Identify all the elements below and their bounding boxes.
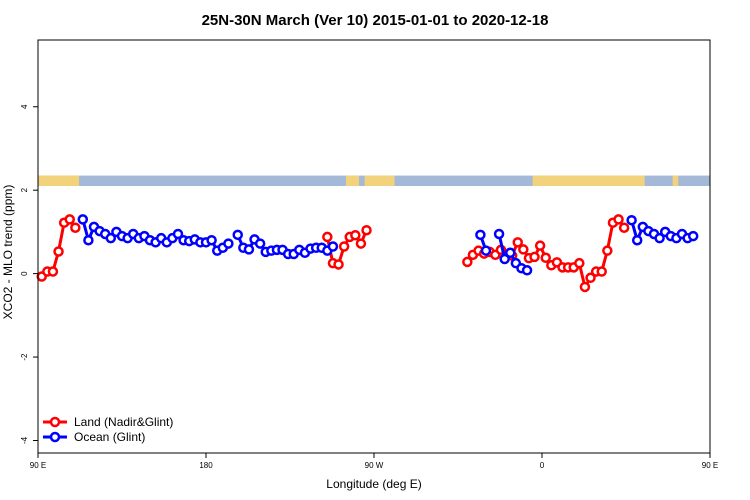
ocean-data-point (505, 247, 516, 259)
ocean-data-point (631, 234, 643, 246)
legend-ocean-label: Ocean (Glint) (74, 430, 145, 444)
legend-ocean-marker (49, 431, 61, 443)
ocean-data-point (480, 245, 492, 256)
chart-title: 25N-30N March (Ver 10) 2015-01-01 to 202… (202, 12, 549, 29)
ocean-data-point (83, 234, 94, 246)
land-strip-segment (672, 175, 679, 187)
x-tick-label: 90 E (30, 461, 46, 470)
land-strip-segment (38, 175, 80, 187)
ocean-data-point (77, 214, 89, 225)
land-data-point (585, 272, 596, 284)
legend: Land (Nadir&Glint) Ocean (Glint) (43, 415, 173, 444)
ocean-data-point (172, 228, 184, 240)
land-data-point (322, 231, 333, 243)
ocean-data-point (626, 214, 637, 226)
ocean-data-point (521, 265, 533, 276)
legend-land-marker (49, 416, 61, 428)
land-data-point (529, 251, 540, 263)
land-data-point (618, 222, 630, 233)
land-data-point (53, 246, 64, 257)
land-data-point (350, 229, 361, 241)
y-axis-label: XCO2 - MLO trend (ppm) (1, 185, 15, 320)
ocean-data-point (232, 229, 243, 241)
land-data-point (355, 238, 367, 249)
land-data-point (462, 256, 473, 268)
land-data-point (333, 259, 344, 270)
land-strip-segment (346, 175, 360, 187)
ocean-data-point (105, 232, 117, 244)
land-data-point (361, 224, 372, 236)
land-data-point (518, 244, 529, 255)
x-tick-label: 0 (540, 461, 545, 470)
x-tick-label: 90 W (365, 461, 384, 470)
ocean-data-point (206, 234, 217, 246)
ocean-data-point (475, 229, 486, 241)
land-data-point (47, 266, 59, 277)
ocean-data-point (223, 238, 234, 249)
x-axis-label: Longitude (deg E) (326, 477, 421, 491)
land-data-point (602, 245, 613, 256)
y-tick-label: -2 (20, 353, 29, 361)
ocean-data-point (254, 238, 266, 249)
y-axis: -4 -2 0 2 4 (20, 104, 38, 444)
x-axis: 90 E 180 90 W 0 90 E (30, 453, 718, 470)
y-tick-label: 4 (20, 104, 29, 109)
land-data-point (613, 214, 624, 225)
y-tick-label: 0 (20, 271, 29, 276)
ocean-data-point (327, 241, 339, 252)
y-tick-label: -4 (20, 436, 29, 444)
land-data-point (64, 214, 75, 225)
land-data-point (540, 252, 551, 264)
x-tick-label: 180 (199, 461, 213, 470)
land-data-point (596, 266, 607, 277)
land-strip-segment (364, 175, 395, 187)
ocean-data-point (493, 228, 505, 240)
land-data-point (574, 257, 585, 269)
ocean-data-point (654, 232, 665, 244)
y-tick-label: 2 (20, 187, 29, 192)
land-data-point (534, 240, 546, 251)
land-strip-segment (532, 175, 645, 187)
ocean-data-point (687, 230, 699, 242)
land-data-point (70, 222, 81, 233)
land-data-point (512, 237, 523, 248)
land-data-point (579, 281, 591, 293)
ocean-data-point (499, 253, 510, 265)
land-data-point (338, 241, 350, 252)
ocean-data-point (243, 244, 255, 255)
x-tick-label: 90 E (702, 461, 718, 470)
legend-land-label: Land (Nadir&Glint) (74, 415, 173, 429)
